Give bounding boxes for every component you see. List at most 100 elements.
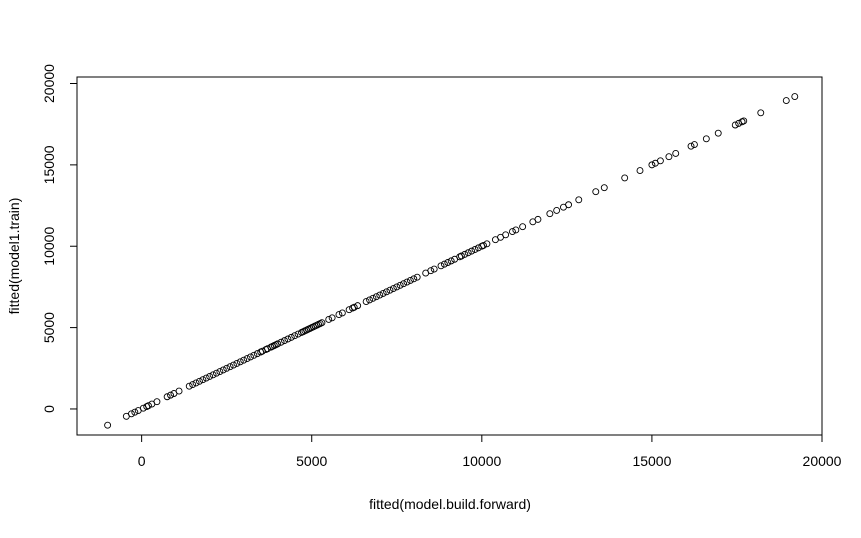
data-point: [328, 314, 336, 322]
data-point: [284, 335, 292, 343]
data-point: [274, 340, 282, 348]
y-tick-label: 5000: [41, 312, 57, 343]
data-point: [213, 369, 220, 377]
data-point: [277, 338, 285, 346]
data-point: [430, 265, 438, 273]
data-point: [153, 398, 161, 406]
data-point: [223, 364, 231, 372]
y-tick-label: 10000: [41, 227, 57, 266]
data-point: [250, 351, 258, 359]
data-point: [502, 231, 510, 239]
data-point: [350, 303, 358, 311]
data-point: [791, 93, 799, 100]
data-point: [393, 283, 401, 291]
data-point: [369, 294, 377, 302]
data-point: [372, 293, 380, 301]
data-point: [163, 393, 171, 401]
data-point: [196, 377, 203, 385]
data-point: [546, 210, 554, 218]
data-point: [464, 249, 472, 257]
data-point: [226, 363, 234, 371]
data-point: [648, 161, 656, 169]
x-tick-label: 20000: [803, 453, 842, 469]
x-tick-label: 5000: [296, 453, 327, 469]
data-point: [575, 196, 583, 204]
data-point: [243, 355, 251, 362]
data-point: [199, 376, 207, 384]
plot-frame: [76, 76, 823, 436]
data-point: [219, 366, 227, 374]
data-point: [167, 391, 175, 399]
data-point: [461, 250, 469, 258]
data-point: [471, 246, 479, 253]
data-point: [440, 260, 448, 268]
data-point: [185, 382, 193, 390]
data-point: [600, 184, 608, 192]
data-point: [413, 273, 421, 281]
data-point: [731, 121, 739, 129]
data-point: [230, 361, 237, 369]
data-point: [410, 275, 418, 283]
data-point: [216, 368, 224, 375]
data-point: [335, 311, 343, 319]
data-point: [202, 374, 210, 382]
data-point: [483, 240, 491, 248]
x-axis: 0 5000 10000 15000 20000: [138, 434, 842, 469]
y-tick-label: 0: [41, 405, 57, 413]
data-point: [687, 142, 695, 150]
data-point: [389, 285, 397, 292]
data-point: [383, 288, 391, 296]
x-tick-label: 10000: [462, 453, 501, 469]
data-point: [621, 174, 629, 182]
data-point: [247, 353, 254, 361]
data-point: [437, 262, 445, 270]
data-point: [175, 387, 183, 395]
data-point: [396, 281, 404, 289]
data-point: [318, 319, 326, 327]
data-point: [592, 188, 600, 196]
data-point: [338, 309, 346, 317]
data-point: [379, 289, 387, 297]
data-point: [444, 259, 452, 266]
data-point: [209, 371, 217, 379]
data-point: [714, 129, 722, 137]
data-point: [240, 356, 248, 364]
data-point: [386, 286, 394, 294]
data-point: [553, 206, 561, 214]
data-point: [656, 157, 664, 165]
data-point: [468, 247, 476, 255]
data-point: [519, 223, 527, 231]
data-point: [291, 332, 299, 340]
data-point: [427, 267, 435, 275]
data-point: [400, 280, 408, 288]
data-point: [104, 421, 112, 429]
data-point: [325, 316, 333, 323]
x-tick-label: 0: [138, 453, 146, 469]
data-point: [757, 109, 765, 117]
data-point: [690, 141, 698, 148]
data-point: [406, 276, 414, 284]
data-point: [740, 117, 748, 125]
data-point: [636, 167, 644, 175]
y-tick-label: 15000: [41, 145, 57, 184]
data-point: [206, 372, 214, 380]
data-point: [702, 135, 710, 143]
y-tick-label: 20000: [41, 64, 57, 103]
data-points: [104, 93, 799, 429]
data-point: [287, 333, 295, 341]
data-point: [512, 226, 520, 234]
data-point: [131, 408, 139, 416]
data-point: [565, 201, 573, 209]
data-point: [376, 291, 384, 299]
data-point: [366, 296, 374, 304]
data-point: [782, 97, 790, 105]
data-point: [672, 150, 680, 157]
data-point: [233, 359, 241, 367]
x-axis-label: fitted(model.build.forward): [369, 496, 531, 512]
data-point: [403, 278, 411, 286]
data-point: [534, 215, 542, 223]
data-point: [480, 241, 487, 249]
x-tick-label: 15000: [632, 453, 671, 469]
data-point: [457, 252, 465, 260]
data-point: [144, 402, 152, 410]
